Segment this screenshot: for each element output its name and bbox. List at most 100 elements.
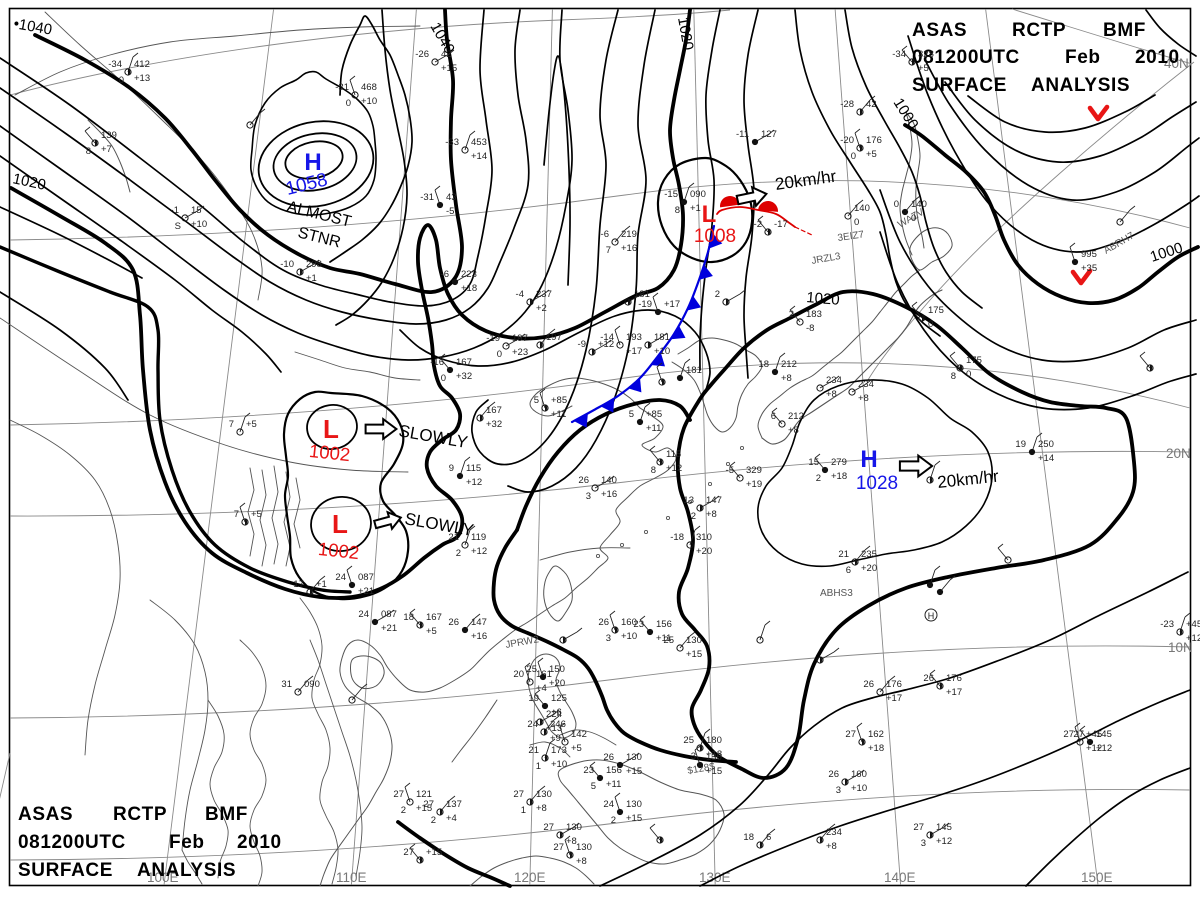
svg-text:3: 3 — [921, 838, 926, 849]
svg-text:+2: +2 — [536, 303, 547, 314]
svg-text:•1040: •1040 — [12, 15, 53, 38]
svg-text:181: 181 — [634, 289, 650, 300]
svg-text:24: 24 — [603, 799, 614, 810]
svg-text:RCTP: RCTP — [113, 804, 167, 825]
svg-text:125: 125 — [551, 693, 567, 704]
svg-text:234: 234 — [826, 375, 842, 386]
svg-text:9: 9 — [449, 463, 454, 474]
svg-text:197: 197 — [512, 333, 528, 344]
svg-text:140: 140 — [601, 475, 617, 486]
svg-text:-8: -8 — [806, 323, 814, 334]
svg-text:081200UTC: 081200UTC — [18, 832, 126, 853]
svg-text:27: 27 — [393, 789, 404, 800]
svg-text:+32: +32 — [456, 371, 472, 382]
svg-text:+5: +5 — [571, 743, 582, 754]
svg-text:SURFACE: SURFACE — [18, 860, 113, 881]
svg-text:120E: 120E — [514, 870, 546, 885]
svg-text:+10: +10 — [551, 759, 567, 770]
svg-text:234: 234 — [858, 379, 874, 390]
svg-text:-11: -11 — [736, 129, 749, 140]
svg-text:175: 175 — [928, 305, 944, 316]
svg-text:1020: 1020 — [674, 16, 697, 52]
svg-text:-1: -1 — [171, 205, 179, 216]
svg-text:-33: -33 — [445, 137, 459, 148]
svg-text:26: 26 — [603, 752, 614, 763]
svg-text:212: 212 — [788, 411, 804, 422]
svg-text:+10: +10 — [361, 96, 377, 107]
svg-text:H: H — [928, 611, 935, 621]
svg-text:+20: +20 — [861, 563, 877, 574]
svg-text:+11: +11 — [606, 779, 621, 790]
svg-text:-15: -15 — [664, 189, 678, 200]
svg-text:100E: 100E — [147, 870, 179, 885]
svg-text:+5: +5 — [918, 63, 929, 74]
svg-text:127: 127 — [761, 129, 777, 140]
svg-text:L: L — [332, 509, 348, 539]
svg-text:1020: 1020 — [11, 170, 47, 194]
svg-text:167: 167 — [486, 405, 502, 416]
svg-text:8: 8 — [651, 465, 656, 476]
svg-text:2: 2 — [715, 289, 720, 300]
svg-text:2: 2 — [789, 309, 794, 320]
svg-text:+10: +10 — [621, 631, 637, 642]
svg-text:25: 25 — [526, 664, 537, 675]
svg-text:110E: 110E — [336, 870, 367, 885]
svg-text:081200UTC: 081200UTC — [912, 47, 1020, 68]
svg-text:ASAS: ASAS — [912, 20, 967, 41]
svg-text:-16: -16 — [430, 357, 444, 368]
svg-text:298: 298 — [306, 259, 322, 270]
svg-text:27: 27 — [845, 729, 856, 740]
svg-text:7: 7 — [606, 245, 611, 256]
svg-text:+15: +15 — [416, 803, 432, 814]
svg-text:+5: +5 — [426, 626, 437, 637]
svg-text:2: 2 — [611, 815, 616, 826]
svg-text:+12: +12 — [666, 463, 682, 474]
svg-text:-14: -14 — [600, 332, 614, 343]
svg-text:Feb: Feb — [169, 832, 205, 853]
svg-text:130: 130 — [566, 822, 582, 833]
svg-text:26: 26 — [598, 617, 609, 628]
svg-text:L: L — [702, 201, 717, 228]
svg-text:-26: -26 — [415, 49, 429, 60]
svg-text:+12: +12 — [936, 836, 952, 847]
svg-text:+15: +15 — [626, 766, 642, 777]
svg-text:160: 160 — [621, 617, 637, 628]
svg-text:Feb: Feb — [1065, 47, 1101, 68]
svg-text:3: 3 — [691, 751, 696, 762]
svg-text:+12: +12 — [1086, 743, 1102, 754]
svg-text:23: 23 — [583, 765, 594, 776]
svg-text:18: 18 — [743, 832, 754, 843]
svg-text:H: H — [860, 446, 877, 473]
svg-text:H: H — [304, 149, 321, 176]
svg-text:175: 175 — [966, 355, 982, 366]
svg-text:5: 5 — [591, 781, 596, 792]
svg-text:2: 2 — [401, 805, 406, 816]
svg-text:+20: +20 — [696, 546, 712, 557]
svg-text:176: 176 — [886, 679, 902, 690]
svg-text:15: 15 — [808, 457, 819, 468]
svg-text:26: 26 — [828, 769, 839, 780]
svg-text:+13: +13 — [546, 723, 562, 734]
svg-text:1: 1 — [536, 761, 541, 772]
svg-text:+21: +21 — [358, 586, 374, 597]
svg-text:279: 279 — [831, 457, 847, 468]
svg-text:193: 193 — [626, 332, 642, 343]
svg-text:-31: -31 — [335, 82, 349, 93]
svg-text:+5: +5 — [866, 149, 877, 160]
svg-text:ABHS3: ABHS3 — [820, 588, 853, 599]
svg-text:1020: 1020 — [806, 289, 841, 309]
svg-text:+6: +6 — [551, 707, 562, 718]
svg-text:43: 43 — [446, 192, 457, 203]
svg-text:-9: -9 — [578, 339, 586, 350]
svg-text:329: 329 — [746, 465, 762, 476]
svg-text:-20: -20 — [840, 135, 854, 146]
svg-text:$128$: $128$ — [687, 761, 717, 777]
svg-text:26: 26 — [923, 673, 934, 684]
svg-text:250: 250 — [1038, 439, 1054, 450]
svg-text:SURFACE: SURFACE — [912, 75, 1007, 96]
svg-text:180: 180 — [706, 735, 722, 746]
svg-text:995: 995 — [1081, 249, 1097, 260]
svg-text:8: 8 — [86, 146, 91, 157]
svg-text:+8: +8 — [858, 393, 869, 404]
svg-text:-28: -28 — [840, 99, 854, 110]
